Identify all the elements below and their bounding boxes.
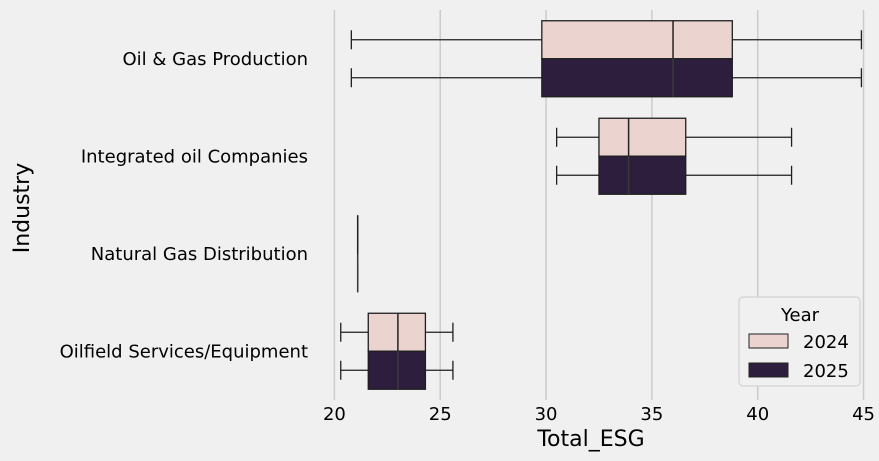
x-tick-label-20: 20 [323,404,346,425]
y-tick-label-4: Oilfield Services/Equipment [60,341,308,362]
box-marks [340,20,863,390]
x-axis-title: Total_ESG [536,427,644,452]
y-tick-label-3: Natural Gas Distribution [91,244,308,265]
box-series-2024-cat-1 [541,20,733,60]
x-tick-label-40: 40 [746,404,769,425]
legend-label-2024: 2024 [803,332,849,353]
y-tick-label-2: Integrated oil Companies [81,146,308,167]
box-series-2024-cat-2 [598,117,687,157]
box-series-2025-cat-2 [598,155,687,195]
legend-swatch-2025 [748,362,789,378]
legend-label-2025: 2025 [803,361,849,382]
x-tick-label-45: 45 [852,404,875,425]
x-tick-label-25: 25 [429,404,452,425]
x-tick-label-30: 30 [535,404,558,425]
y-tick-labels: Oil & Gas Production Integrated oil Compa… [60,49,308,363]
legend: Year 2024 2025 [738,296,861,387]
box-series-2024-cat-4 [367,312,427,352]
x-tick-label-35: 35 [640,404,663,425]
y-axis-title: Industry [10,163,35,254]
y-tick-label-1: Oil & Gas Production [123,49,309,70]
x-tick-labels: 20 25 30 35 40 45 [323,404,875,425]
box-series-2025-cat-4 [367,350,427,390]
legend-title: Year [780,305,820,326]
legend-swatch-2024 [748,333,789,349]
box-series-2025-cat-1 [541,58,733,98]
